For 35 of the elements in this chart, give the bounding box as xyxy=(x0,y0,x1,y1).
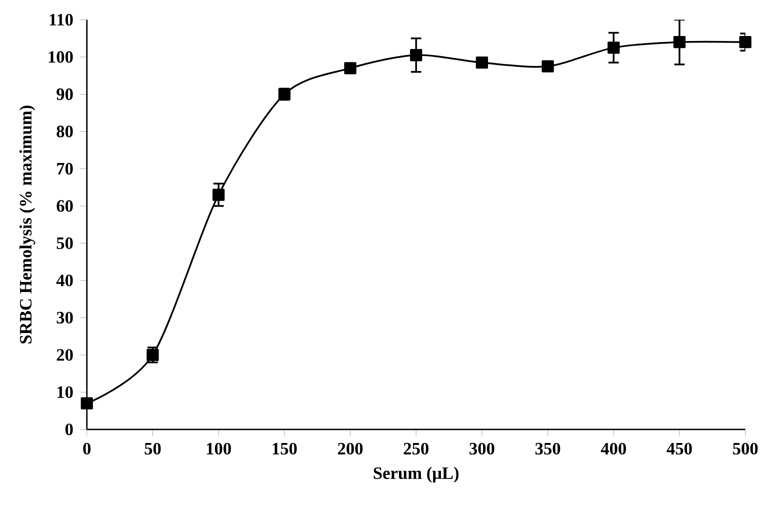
y-tick-label: 70 xyxy=(57,162,73,174)
x-tick-label: 100 xyxy=(206,442,231,454)
point xyxy=(608,41,620,54)
x-tick-label: 500 xyxy=(733,442,758,454)
y-tick-label: 40 xyxy=(56,274,73,286)
x-tick-label: 200 xyxy=(338,442,363,454)
y-tick-label: 20 xyxy=(56,348,73,361)
y-tick-label: 90 xyxy=(56,88,73,100)
point xyxy=(673,36,686,48)
x-tick-label: 350 xyxy=(535,442,560,454)
y-tick-label: 100 xyxy=(48,50,73,63)
y-tick-label: 50 xyxy=(56,237,73,249)
point xyxy=(739,36,752,48)
x-tick-label: 50 xyxy=(144,442,161,454)
x-tick-label: 300 xyxy=(470,442,494,454)
point xyxy=(476,56,488,68)
point xyxy=(212,188,225,201)
y-tick-label: 0 xyxy=(65,423,73,436)
x-tick-label: 0 xyxy=(83,442,91,454)
x-tick-label: 450 xyxy=(666,442,692,454)
x-tick-label: 400 xyxy=(600,442,626,454)
x-tick-label: 150 xyxy=(272,442,297,454)
x-tick-label: 250 xyxy=(404,442,428,454)
point xyxy=(410,48,422,61)
x-axis-title: Serum (μL) xyxy=(374,466,459,482)
point xyxy=(542,60,554,72)
y-tick-label: 110 xyxy=(50,14,73,26)
y-tick-label: 80 xyxy=(56,125,73,138)
y-tick-label: 30 xyxy=(56,312,73,324)
y-tick-label: 10 xyxy=(58,386,73,398)
y-axis-title: SRBC Hemolysis (% maximum) xyxy=(19,105,36,344)
point xyxy=(344,62,356,74)
y-tick-label: 60 xyxy=(56,200,73,212)
point xyxy=(146,348,159,361)
point xyxy=(80,397,93,410)
